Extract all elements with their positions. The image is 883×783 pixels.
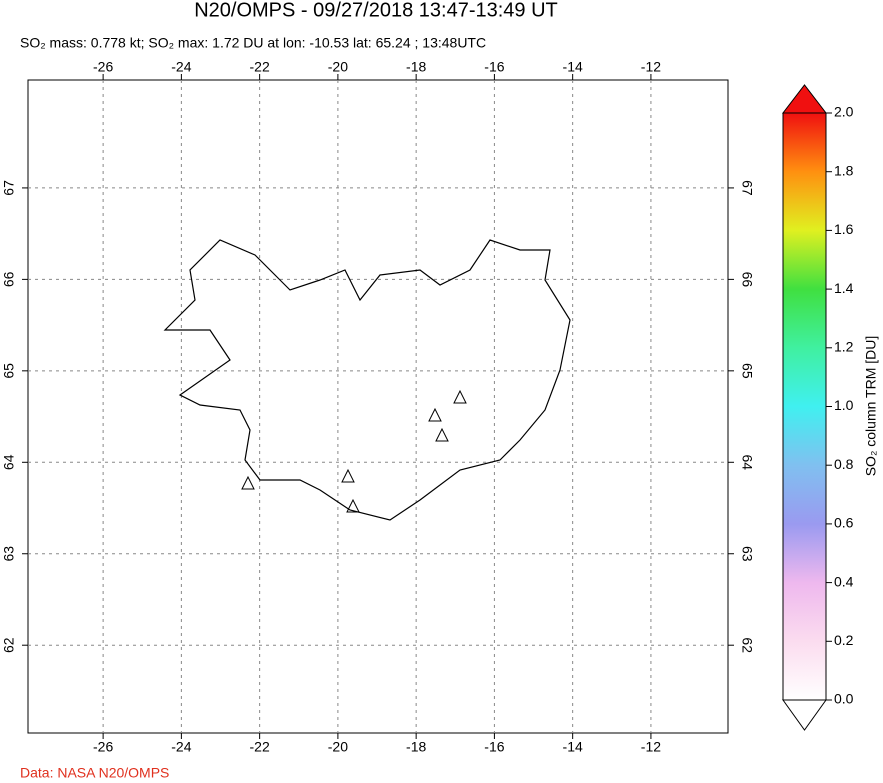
volcano [241,475,255,490]
lat-tick-label: 65 [739,363,755,379]
lon-tick-label: -24 [171,739,191,755]
colorbar-scale [782,112,827,701]
lat-tick-label: 63 [739,546,755,562]
lat-tick-label: 62 [1,637,17,653]
lon-tick-label: -12 [641,739,661,755]
lat-tick-label: 67 [739,180,755,196]
lat-tick-label: 65 [1,363,17,379]
lon-tick-label: -18 [406,739,426,755]
map-frame [27,79,729,734]
lon-tick-label: -18 [406,59,426,75]
lat-tick-label: 67 [1,180,17,196]
lon-tick-label: -14 [563,739,583,755]
lon-tick-label: -12 [641,59,661,75]
lat-tick-label: 62 [739,637,755,653]
colorbar-tick-label: 1.4 [834,280,854,296]
lon-tick-label: -26 [93,739,113,755]
colorbar-tick-label: 0.4 [834,573,854,589]
colorbar-tick-label: 0.6 [834,515,854,531]
lon-tick-label: -16 [484,739,504,755]
colorbar-label: SO₂ column TRM [DU] [863,336,879,477]
colorbar-tick-label: 1.2 [834,339,854,355]
volcanoes [241,389,467,513]
colorbar-min-arrow [782,699,827,731]
lon-tick-label: -22 [250,739,270,755]
colorbar-tick-label: 0.8 [834,456,854,472]
volcano [341,468,355,483]
colorbar-tick-label: 0.2 [834,632,854,648]
colorbar-tick-label: 1.8 [834,162,854,178]
title: N20/OMPS - 09/27/2018 13:47-13:49 UT [194,0,558,21]
lat-tick-label: 64 [739,454,755,470]
lat-tick-label: 66 [739,272,755,288]
colorbar-tick-label: 2.0 [834,104,854,120]
lat-tick-label: 63 [1,546,17,562]
colorbar-tick-label: 1.6 [834,221,854,237]
colorbar-tick-label: 1.0 [834,397,854,413]
volcano [453,389,467,404]
lon-tick-label: -20 [328,739,348,755]
subtitle: SO₂ mass: 0.778 kt; SO₂ max: 1.72 DU at … [20,35,486,51]
lon-tick-label: -20 [328,59,348,75]
lon-tick-label: -24 [171,59,191,75]
volcano [346,498,360,513]
colorbar-tick-label: 0.0 [834,691,854,707]
volcano [428,407,442,422]
colorbar-max-arrow [781,84,828,114]
colorbar: SO₂ column TRM [DU] 0.0 0.2 0.4 0.6 0.8 1.0 1.… [781,84,879,731]
coastline [163,239,571,521]
lon-tick-label: -22 [250,59,270,75]
volcano [435,427,449,442]
lat-tick-label: 64 [1,454,17,470]
lon-tick-label: -26 [93,59,113,75]
credit: Data: NASA N20/OMPS [20,765,169,781]
map-area [27,79,729,734]
lon-tick-label: -16 [484,59,504,75]
lon-tick-label: -14 [563,59,583,75]
lat-tick-label: 66 [1,271,17,287]
